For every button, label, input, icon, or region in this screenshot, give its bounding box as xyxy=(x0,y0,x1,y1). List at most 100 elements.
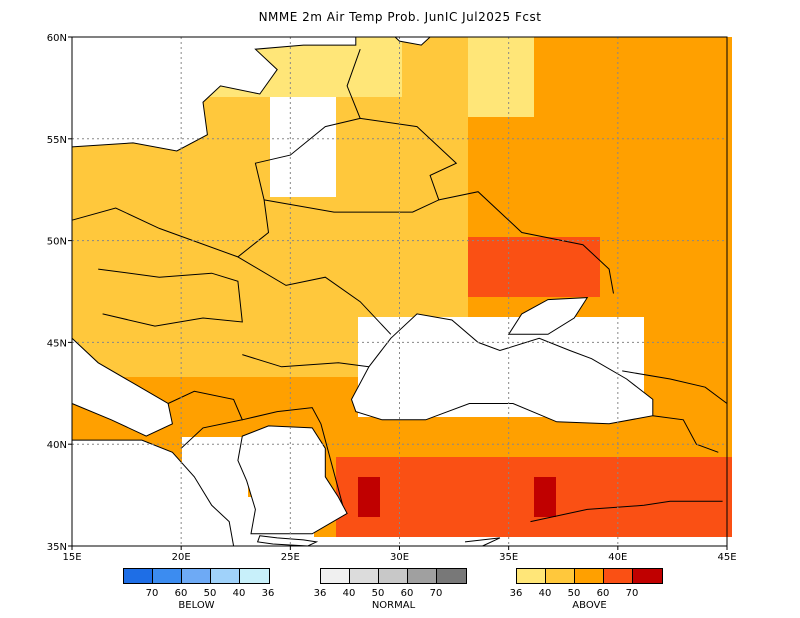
probability-cell xyxy=(116,317,138,337)
probability-cell xyxy=(490,157,512,177)
probability-cell xyxy=(226,357,248,377)
x-tick-label: 30E xyxy=(390,552,409,563)
probability-cell xyxy=(666,57,688,77)
probability-cell xyxy=(446,157,468,177)
probability-cell xyxy=(226,137,248,157)
probability-cell xyxy=(424,37,446,57)
probability-cell xyxy=(534,57,556,77)
probability-cell xyxy=(600,57,622,77)
probability-cell xyxy=(490,297,512,317)
probability-cell xyxy=(468,217,490,237)
probability-cell xyxy=(380,157,402,177)
country-border xyxy=(71,49,361,258)
probability-cell xyxy=(512,477,534,497)
x-tick-label: 20E xyxy=(172,552,191,563)
probability-cell xyxy=(534,277,556,297)
probability-cell xyxy=(380,137,402,157)
probability-cell xyxy=(226,257,248,277)
probability-cell xyxy=(644,137,666,157)
probability-cell xyxy=(688,237,710,257)
probability-cell xyxy=(182,337,204,357)
probability-cell xyxy=(402,57,424,77)
probability-cell xyxy=(666,37,688,57)
probability-cell xyxy=(512,177,534,197)
probability-cell xyxy=(424,257,446,277)
probability-cell xyxy=(336,57,358,77)
probability-cell xyxy=(710,297,732,317)
probability-cell xyxy=(336,177,358,197)
probability-cell xyxy=(622,297,644,317)
probability-cell xyxy=(138,317,160,337)
probability-cell xyxy=(314,257,336,277)
probability-cell xyxy=(622,137,644,157)
probability-cell xyxy=(644,217,666,237)
probability-cell xyxy=(226,97,248,117)
probability-cell xyxy=(402,417,424,437)
country-border xyxy=(530,500,723,523)
probability-cell xyxy=(116,197,138,217)
probability-cell xyxy=(116,177,138,197)
probability-cell xyxy=(116,297,138,317)
probability-cell xyxy=(666,197,688,217)
probability-cell xyxy=(468,137,490,157)
probability-cell xyxy=(358,77,380,97)
probability-cell xyxy=(204,397,226,417)
probability-cell xyxy=(512,197,534,217)
probability-cell xyxy=(468,97,490,117)
probability-cell xyxy=(688,97,710,117)
probability-cell xyxy=(446,477,468,497)
probability-cell xyxy=(688,437,710,457)
probability-cell xyxy=(600,117,622,137)
country-border xyxy=(98,268,243,327)
land-outlines xyxy=(71,36,728,547)
probability-cell xyxy=(622,37,644,57)
probability-cell xyxy=(94,177,116,197)
probability-cell xyxy=(314,397,336,417)
probability-cell xyxy=(490,517,512,537)
probability-cell xyxy=(72,197,94,217)
probability-cell xyxy=(578,237,600,257)
country-border xyxy=(320,423,344,506)
probability-cell xyxy=(512,117,534,137)
probability-cell xyxy=(358,157,380,177)
probability-cell xyxy=(204,317,226,337)
probability-cell xyxy=(622,157,644,177)
probability-cell xyxy=(160,237,182,257)
probability-cell xyxy=(270,77,292,97)
probability-cell xyxy=(468,517,490,537)
probability-cell xyxy=(270,197,292,217)
probability-cell xyxy=(578,157,600,177)
probability-cell xyxy=(468,77,490,97)
probability-cell xyxy=(292,77,314,97)
probability-cell xyxy=(160,197,182,217)
probability-cell xyxy=(556,217,578,237)
probability-cell xyxy=(182,317,204,337)
probability-cell xyxy=(72,257,94,277)
probability-cell xyxy=(292,297,314,317)
probability-cell xyxy=(578,117,600,137)
probability-cell xyxy=(72,237,94,257)
probability-cell xyxy=(512,437,534,457)
probability-cell xyxy=(424,177,446,197)
probability-cell xyxy=(490,457,512,477)
probability-cell xyxy=(358,237,380,257)
probability-cell xyxy=(116,157,138,177)
probability-cell xyxy=(270,377,292,397)
probability-cell xyxy=(622,97,644,117)
probability-cell xyxy=(160,217,182,237)
probability-cell xyxy=(512,417,534,437)
probability-cell xyxy=(446,197,468,217)
probability-cell xyxy=(336,137,358,157)
probability-cell xyxy=(446,37,468,57)
probability-cell xyxy=(600,517,622,537)
probability-cell xyxy=(578,197,600,217)
probability-cell xyxy=(688,357,710,377)
probability-cell xyxy=(336,277,358,297)
probability-cell xyxy=(314,317,336,337)
probability-cell xyxy=(204,217,226,237)
probability-cell xyxy=(710,117,732,137)
probability-cell xyxy=(666,377,688,397)
probability-cell xyxy=(270,217,292,237)
probability-cell xyxy=(160,357,182,377)
probability-cell xyxy=(644,297,666,317)
